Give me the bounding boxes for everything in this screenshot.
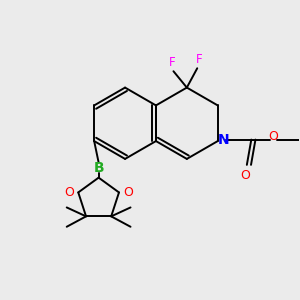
- Text: F: F: [195, 53, 202, 66]
- Text: B: B: [93, 161, 104, 175]
- Text: F: F: [169, 56, 175, 69]
- Text: N: N: [217, 133, 229, 147]
- Text: O: O: [240, 169, 250, 182]
- Text: O: O: [269, 130, 278, 143]
- Text: O: O: [64, 186, 74, 199]
- Text: O: O: [123, 186, 133, 199]
